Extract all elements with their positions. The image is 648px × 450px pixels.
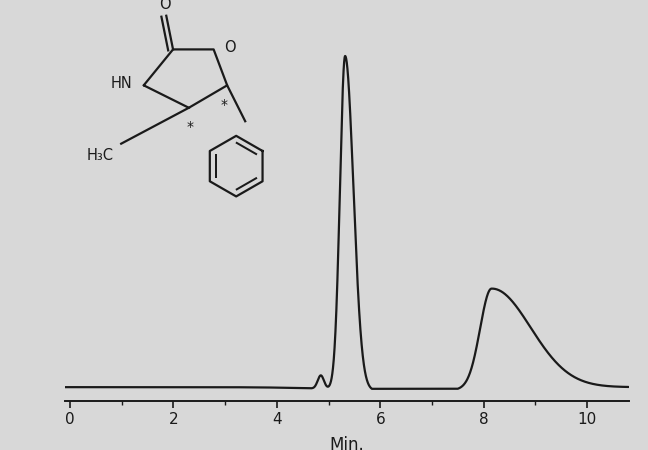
X-axis label: Min.: Min. xyxy=(329,436,364,450)
